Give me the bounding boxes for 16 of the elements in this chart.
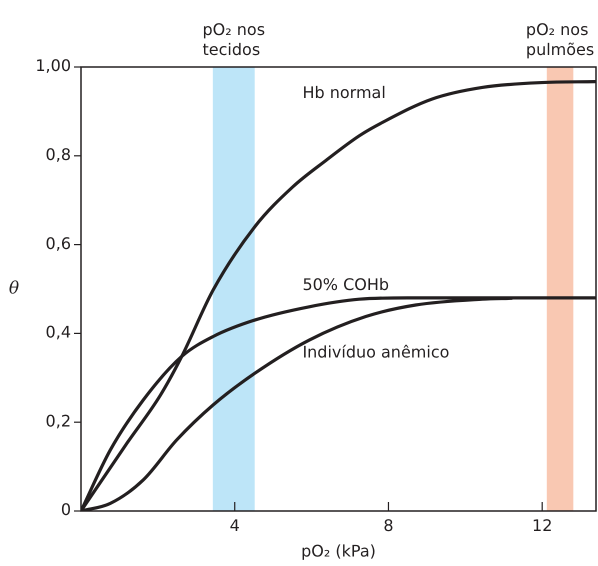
series-label: Indivíduo anêmico (302, 342, 450, 362)
band-label: pO₂ nos tecidos (202, 20, 266, 60)
y-tick-label: 0,4 (46, 322, 71, 342)
y-tick-label: 0,2 (46, 411, 71, 430)
x-axis-title: pO₂ (kPa) (301, 542, 376, 561)
y-tick-label: 1,00 (35, 56, 71, 76)
series-label: Hb normal (302, 82, 386, 102)
x-tick-label: 4 (230, 516, 240, 535)
series-label: 50% COHb (302, 275, 390, 294)
y-tick-label: 0,6 (46, 234, 71, 253)
x-tick-label: 8 (383, 516, 394, 535)
y-tick-label: 0,8 (46, 144, 71, 164)
y-tick-label: 0 (60, 500, 71, 520)
y-axis-title: θ (8, 278, 20, 298)
x-tick-label: 12 (532, 516, 552, 535)
band-label: pO₂ nos pulmões (526, 20, 594, 60)
